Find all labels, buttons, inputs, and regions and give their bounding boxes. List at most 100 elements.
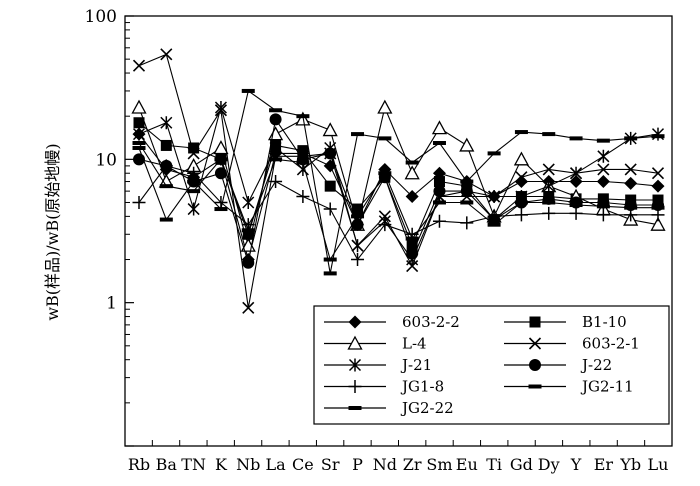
data-point xyxy=(433,176,445,188)
data-point xyxy=(624,205,638,210)
data-point xyxy=(132,141,146,146)
series-line xyxy=(138,105,659,261)
x-tick-label-gd: Gd xyxy=(510,455,533,474)
legend-label: JG2-11 xyxy=(580,378,634,396)
x-tick-label-sr: Sr xyxy=(321,455,340,474)
data-point xyxy=(569,136,583,141)
legend-marker xyxy=(348,380,362,393)
legend-label: 603-2-2 xyxy=(402,313,460,331)
data-point xyxy=(160,139,172,151)
series-JG2-11 xyxy=(132,88,665,276)
data-point xyxy=(297,145,309,157)
data-point xyxy=(432,200,446,205)
data-point xyxy=(131,99,147,114)
y-tick-label: 100 xyxy=(85,7,117,27)
x-axis: Rb Ba TN K Nb La Ce Sr P Nd Zr Sm Eu Ti Gd Dy Y Er Yb Lu xyxy=(124,440,673,474)
legend-label: B1-10 xyxy=(582,313,627,331)
x-tick-label-lu: Lu xyxy=(648,455,669,474)
data-point xyxy=(324,147,337,160)
data-point xyxy=(487,151,501,156)
legend-item-603-2-1: 603-2-1 xyxy=(504,335,640,353)
data-point xyxy=(433,185,446,198)
data-point xyxy=(459,137,475,152)
legend-label: JG1-8 xyxy=(400,378,444,396)
data-point xyxy=(432,214,446,228)
data-point xyxy=(487,209,501,223)
x-tick-label-yb: Yb xyxy=(619,455,641,474)
data-point xyxy=(188,142,200,154)
data-point xyxy=(351,214,365,219)
data-point xyxy=(242,228,254,240)
data-point xyxy=(542,163,555,176)
legend-item-B1-10: B1-10 xyxy=(504,313,627,331)
data-point xyxy=(596,138,610,143)
data-point xyxy=(267,126,284,141)
data-point xyxy=(404,165,420,180)
data-point xyxy=(460,179,474,184)
data-point xyxy=(460,200,474,205)
data-point xyxy=(651,127,665,141)
data-point xyxy=(624,163,637,176)
data-point xyxy=(323,257,337,262)
data-point xyxy=(514,175,528,189)
data-point xyxy=(351,218,364,231)
legend-marker xyxy=(529,316,541,328)
data-point xyxy=(513,151,530,166)
data-point xyxy=(405,160,419,165)
data-point xyxy=(596,204,610,209)
y-tick-label: 1 xyxy=(106,294,117,314)
x-tick-label-tn: TN xyxy=(181,455,206,474)
data-point xyxy=(624,176,638,190)
data-point xyxy=(269,108,283,113)
x-tick-label-ba: Ba xyxy=(156,455,178,474)
legend: 603-2-2 B1-10 L-4 603-2-1 J-21 J-22 JG1-8 JG2-1… xyxy=(313,305,670,425)
data-point xyxy=(159,159,173,173)
x-tick-label-ce: Ce xyxy=(292,455,314,474)
y-tick-label: 10 xyxy=(95,150,117,170)
data-point xyxy=(514,208,528,222)
data-point xyxy=(569,203,583,208)
data-point xyxy=(596,175,610,189)
data-point xyxy=(351,253,365,267)
data-point xyxy=(242,256,255,269)
legend-item-L-4: L-4 xyxy=(324,335,427,353)
data-point xyxy=(269,113,282,126)
data-point xyxy=(132,59,146,72)
legend-item-JG2-22: JG2-22 xyxy=(324,399,454,417)
legend-marker xyxy=(348,315,362,329)
data-point xyxy=(241,88,255,93)
data-point xyxy=(406,240,418,252)
data-point xyxy=(405,236,419,241)
x-tick-label-p: P xyxy=(352,455,363,474)
data-point xyxy=(515,171,528,184)
data-point xyxy=(352,203,364,215)
legend-marker xyxy=(528,337,542,350)
data-point xyxy=(214,207,228,212)
legend-item-JG1-8: JG1-8 xyxy=(324,378,444,396)
data-point xyxy=(187,166,201,180)
x-tick-label-sm: Sm xyxy=(426,455,452,474)
data-point xyxy=(488,190,501,204)
y-axis: 1 10 100 xyxy=(85,7,134,447)
legend-label: L-4 xyxy=(402,335,427,353)
data-point xyxy=(569,206,583,220)
x-tick-label-zr: Zr xyxy=(403,455,422,474)
data-point xyxy=(187,202,200,216)
data-point xyxy=(133,117,145,129)
data-point xyxy=(132,145,146,150)
data-point xyxy=(296,114,310,119)
x-tick-label-nb: Nb xyxy=(236,455,260,474)
data-point xyxy=(570,166,583,180)
legend-marker xyxy=(348,358,362,372)
data-point xyxy=(159,184,173,189)
y-axis-label: wB(样品)/wB(原始地幔) xyxy=(43,143,62,320)
series-layer xyxy=(131,48,666,314)
data-point xyxy=(214,167,227,180)
x-tick-label-k: K xyxy=(215,455,228,474)
series-JG2-22 xyxy=(132,141,665,262)
data-point xyxy=(214,100,227,114)
data-point xyxy=(624,208,638,222)
data-point xyxy=(597,149,610,163)
data-point xyxy=(132,127,146,141)
data-point xyxy=(514,130,528,135)
